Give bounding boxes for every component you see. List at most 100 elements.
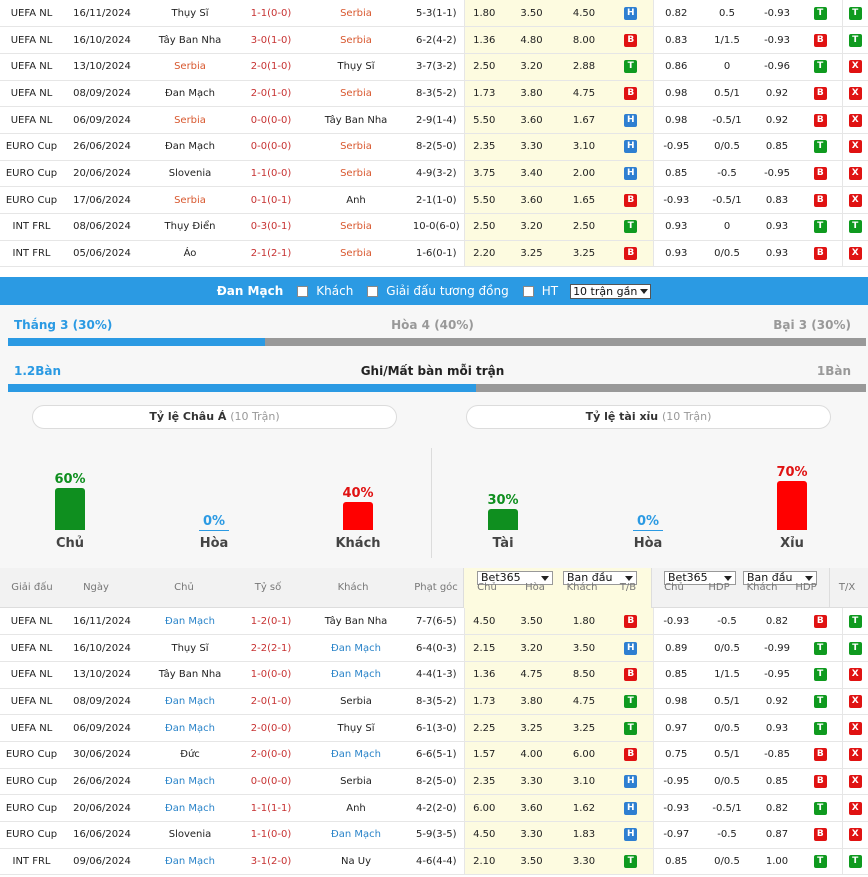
home-team[interactable]: Đan Mạch [165, 775, 215, 787]
away-team[interactable]: Anh [346, 802, 366, 814]
table-row[interactable]: EURO Cup 26/06/2024 Đan Mạch 0-0(0-0) Serbia… [0, 133, 868, 161]
home-team[interactable]: Slovenia [168, 829, 212, 841]
league[interactable]: UEFA NL [10, 642, 53, 654]
home-team[interactable]: Serbia [174, 194, 206, 206]
table-row[interactable]: EURO Cup 20/06/2024 Slovenia 1-1(0-0) Serbia… [0, 160, 868, 188]
away-team[interactable]: Đan Mạch [331, 829, 381, 841]
table-row[interactable]: EURO Cup 20/06/2024 Đan Mạch 1-1(1-1) Anh 4-2… [0, 794, 868, 822]
table-row[interactable]: EURO Cup 26/06/2024 Đan Mạch 0-0(0-0) Serbia… [0, 768, 868, 796]
away-team[interactable]: Đan Mạch [331, 749, 381, 761]
table-row[interactable]: EURO Cup 30/06/2024 Đức 2-0(0-0) Đan Mạch 6-6… [0, 741, 868, 769]
table-row[interactable]: EURO Cup 17/06/2024 Serbia 0-1(0-1) Anh 2-1(1… [0, 186, 868, 214]
away-team[interactable]: Serbia [340, 167, 372, 179]
league[interactable]: INT FRL [12, 248, 51, 260]
away-team[interactable]: Tây Ban Nha [324, 615, 388, 627]
same-league-checkbox[interactable] [367, 285, 379, 297]
tb-cell: B [609, 240, 653, 268]
home-team[interactable]: Đan Mạch [165, 141, 215, 153]
table-row[interactable]: UEFA NL 16/10/2024 Tây Ban Nha 3-0(1-0) Serb… [0, 26, 868, 54]
league[interactable]: UEFA NL [10, 34, 53, 46]
away-team[interactable]: Na Uy [340, 856, 372, 868]
league[interactable]: EURO Cup [5, 194, 58, 206]
away-team[interactable]: Đan Mạch [331, 669, 381, 681]
bookmaker-select-2[interactable]: Bet365 [664, 571, 736, 585]
table-row[interactable]: EURO Cup 16/06/2024 Slovenia 1-1(0-0) Đan Mạ… [0, 821, 868, 849]
away-team[interactable]: Serbia [340, 34, 372, 46]
over-under-pill[interactable]: Tỷ lệ tài xỉu (10 Trận) [466, 405, 831, 429]
league[interactable]: UEFA NL [10, 61, 53, 73]
away-team[interactable]: Serbia [340, 141, 372, 153]
odds-type-select-1[interactable]: Ban đầu [563, 571, 637, 585]
league[interactable]: EURO Cup [5, 775, 58, 787]
home-team[interactable]: Đan Mạch [165, 87, 215, 99]
hdp: 0.5/1 [714, 695, 740, 707]
away-checkbox[interactable] [297, 285, 309, 297]
home-team[interactable]: Slovenia [168, 167, 212, 179]
league[interactable]: INT FRL [12, 856, 51, 868]
away-team[interactable]: Đan Mạch [331, 642, 381, 654]
away-team[interactable]: Thụy Sĩ [337, 61, 375, 73]
home-team[interactable]: Đức [180, 749, 200, 761]
corner: 8-3(5-2) [416, 87, 457, 99]
odds-draw-cell: 3.80 [504, 688, 559, 716]
odds-type-select-2[interactable]: Ban đầu [743, 571, 817, 585]
league[interactable]: UEFA NL [10, 87, 53, 99]
league[interactable]: UEFA NL [10, 722, 53, 734]
home-team[interactable]: Đan Mạch [165, 695, 215, 707]
table-row[interactable]: UEFA NL 16/11/2024 Thụy Sĩ 1-1(0-0) Serbia 5-… [0, 0, 868, 28]
home-team[interactable]: Áo [183, 248, 197, 260]
table-row[interactable]: INT FRL 09/06/2024 Đan Mạch 3-1(2-0) Na Uy 4-… [0, 848, 868, 876]
tb-badge: H [624, 6, 638, 20]
table-row[interactable]: INT FRL 05/06/2024 Áo 2-1(2-1) Serbia 1-6(0-1… [0, 240, 868, 268]
ht-checkbox[interactable] [522, 285, 534, 297]
home-team[interactable]: Đan Mạch [165, 802, 215, 814]
tb-cell: B [609, 186, 653, 214]
league[interactable]: INT FRL [12, 221, 51, 233]
home-team[interactable]: Serbia [174, 61, 206, 73]
table-row[interactable]: UEFA NL 08/09/2024 Đan Mạch 2-0(1-0) Serbia 8… [0, 80, 868, 108]
table-row[interactable]: UEFA NL 06/09/2024 Serbia 0-0(0-0) Tây Ban N… [0, 106, 868, 134]
home-team[interactable]: Đan Mạch [165, 722, 215, 734]
hdp-away-cell: 0.82 [755, 794, 799, 822]
table-row[interactable]: UEFA NL 16/11/2024 Đan Mạch 1-2(0-1) Tây Ban… [0, 608, 868, 636]
league[interactable]: UEFA NL [10, 615, 53, 627]
away-team[interactable]: Serbia [340, 695, 372, 707]
league-cell: UEFA NL [0, 661, 63, 689]
away-team[interactable]: Tây Ban Nha [324, 114, 388, 126]
corner: 6-4(0-3) [416, 642, 457, 654]
league[interactable]: EURO Cup [5, 141, 58, 153]
league[interactable]: UEFA NL [10, 114, 53, 126]
match-count-select[interactable]: 10 trận gần [570, 283, 652, 299]
table-row[interactable]: UEFA NL 13/10/2024 Tây Ban Nha 1-0(0-0) Đan … [0, 661, 868, 689]
away-team[interactable]: Serbia [340, 221, 372, 233]
league[interactable]: EURO Cup [5, 802, 58, 814]
away-team[interactable]: Serbia [340, 87, 372, 99]
asian-odds-pill[interactable]: Tỷ lệ Châu Á (10 Trận) [32, 405, 397, 429]
league[interactable]: UEFA NL [10, 669, 53, 681]
table-row[interactable]: INT FRL 08/06/2024 Thụy Điển 0-3(0-1) Serbia… [0, 213, 868, 241]
table-row[interactable]: UEFA NL 13/10/2024 Serbia 2-0(1-0) Thụy Sĩ 3-… [0, 53, 868, 81]
league[interactable]: EURO Cup [5, 749, 58, 761]
bookmaker-select-1[interactable]: Bet365 [477, 571, 553, 585]
away-team[interactable]: Anh [346, 194, 366, 206]
home-team[interactable]: Thụy Sĩ [171, 642, 209, 654]
home-team[interactable]: Thụy Điển [164, 221, 216, 233]
home-team[interactable]: Đan Mạch [165, 615, 215, 627]
home-team[interactable]: Tây Ban Nha [158, 669, 222, 681]
league[interactable]: UEFA NL [10, 7, 53, 19]
away-team[interactable]: Serbia [340, 248, 372, 260]
league[interactable]: EURO Cup [5, 167, 58, 179]
table-row[interactable]: UEFA NL 08/09/2024 Đan Mạch 2-0(1-0) Serbia 8… [0, 688, 868, 716]
table-row[interactable]: UEFA NL 06/09/2024 Đan Mạch 2-0(0-0) Thụy Sĩ… [0, 714, 868, 742]
away-team[interactable]: Thụy Sĩ [337, 722, 375, 734]
league[interactable]: EURO Cup [5, 829, 58, 841]
home-team[interactable]: Serbia [174, 114, 206, 126]
home-team[interactable]: Thụy Sĩ [171, 7, 209, 19]
away-team[interactable]: Serbia [340, 7, 372, 19]
home-team[interactable]: Tây Ban Nha [158, 34, 222, 46]
table-row[interactable]: UEFA NL 16/10/2024 Thụy Sĩ 2-2(2-1) Đan Mạch… [0, 634, 868, 662]
away-team[interactable]: Serbia [340, 775, 372, 787]
home-team[interactable]: Đan Mạch [165, 856, 215, 868]
league[interactable]: UEFA NL [10, 695, 53, 707]
score: 1-1(1-1) [250, 802, 292, 814]
